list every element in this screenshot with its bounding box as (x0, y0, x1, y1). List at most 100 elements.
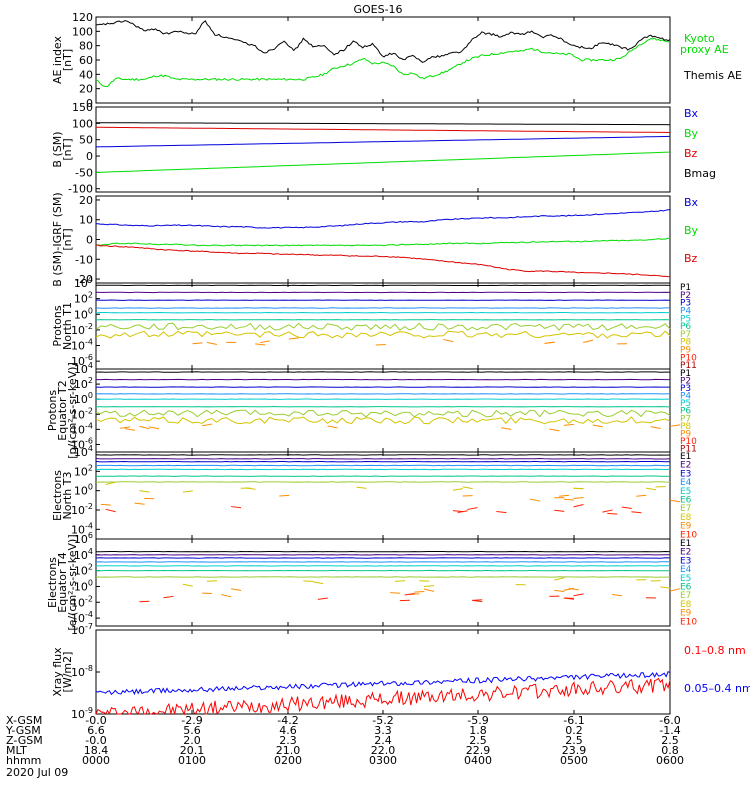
x-row-label-hhmm: hhmm (6, 754, 41, 767)
x-tick-label: 0500 (560, 754, 588, 767)
x-tick-label: 5.6 (183, 724, 201, 737)
y-tick-label: 100 (74, 578, 93, 593)
x-tick-label: 0.8 (661, 744, 679, 757)
series-e10-segment (602, 509, 613, 513)
series-e10-segment (404, 592, 415, 596)
legend-p8: P8 (680, 338, 691, 348)
legend-kyoto: Kyoto (684, 32, 715, 45)
x-row-label-y-gsm: Y-GSM (5, 724, 41, 737)
panel-frame (95, 106, 671, 193)
y-tick-label: 150 (72, 101, 93, 114)
series-e8-segment (395, 580, 406, 582)
panel-ee-ylabel-line-0: Electrons (46, 557, 59, 608)
series-xray-1 (95, 671, 671, 696)
series-e9-segment (390, 592, 401, 594)
series-e9-segment (669, 588, 681, 592)
series-e9-segment (563, 498, 574, 501)
y-tick-label: 102 (74, 291, 93, 306)
series-p9-segment (583, 339, 594, 343)
series-e9-segment (669, 499, 681, 503)
x-tick-label: 6.6 (87, 724, 105, 737)
y-tick-label: -50 (75, 166, 93, 179)
series-p9-segment (592, 424, 603, 428)
series-e9-segment (134, 502, 145, 505)
legend-e6: E6 (680, 496, 692, 506)
legend-p2: P2 (680, 291, 691, 301)
series-e10-segment (496, 511, 507, 514)
x-axis-table: X-GSM -0.0 -2.9 -4.2 -5.2 -5.9 -6.1 -6.0 Y-GSM 6.… (5, 714, 684, 779)
x-tick-label: 0.2 (565, 724, 583, 737)
series-e8-segment (182, 490, 193, 493)
legend-p1: P1 (680, 369, 691, 379)
y-tick-label: 10-2 (71, 594, 93, 609)
x-tick-label: 4.6 (279, 724, 297, 737)
series-e8-segment (554, 577, 565, 581)
series-e8-segment (105, 481, 116, 485)
y-tick-label: 100 (74, 483, 93, 498)
legend-bmag: Bmag (684, 167, 716, 180)
series-e9-segment (279, 494, 290, 497)
x-tick-label: -2.9 (181, 714, 202, 727)
y-tick-label: 100 (74, 391, 93, 406)
legend-e7: E7 (680, 504, 691, 514)
series-by (95, 237, 671, 247)
legend-p8: P8 (680, 422, 691, 432)
legend-e4: E4 (680, 565, 692, 575)
series-p9-segment (544, 341, 555, 344)
legend-p4: P4 (680, 306, 691, 316)
legend-xray-long: 0.1–0.8 nm (684, 644, 746, 657)
series-p7 (95, 409, 671, 418)
legend-p2: P2 (680, 377, 691, 387)
series-p9-segment (259, 340, 271, 344)
panel-bsm-ylabel-line-1: [nT] (61, 138, 74, 160)
panel-pn-ylabel-line-1: North T1 (61, 302, 74, 350)
panel-xray-ylabel-line-1: [W/m2] (61, 652, 74, 693)
series-e8-segment (356, 486, 367, 489)
series-p9-segment (650, 426, 661, 429)
legend-bz: Bz (684, 147, 698, 160)
x-tick-label: -0.0 (85, 734, 106, 747)
x-tick-label: -5.9 (467, 714, 488, 727)
y-tick-label: 106 (74, 531, 93, 546)
legend-bz: Bz (684, 252, 698, 265)
panel-bigrf: B (SM)-IGRF (SM)[nT] 20 10 0 -10 -20 Bx By Bz (51, 192, 699, 286)
series-e9-segment (100, 503, 111, 506)
x-tick-label: 22.9 (466, 744, 491, 757)
series-e10-segment (621, 506, 632, 509)
series-bx (96, 209, 671, 229)
x-tick-label: 2.4 (374, 734, 392, 747)
series-kyoto-proxy-ae (95, 37, 671, 87)
y-tick-label: 10-7 (71, 622, 93, 637)
series-e9-segment (554, 589, 565, 593)
series-e10-segment (472, 599, 483, 603)
series-e9-segment (530, 498, 541, 502)
x-tick-label: 21.0 (276, 744, 301, 757)
y-tick-label: 10-2 (71, 502, 93, 517)
panel-ae-ylabel-line-0: AE index (51, 35, 64, 84)
x-tick-label: 1.8 (469, 724, 487, 737)
x-tick-label: -4.2 (277, 714, 298, 727)
series-e10-segment (163, 595, 174, 599)
y-tick-label: 0 (86, 150, 93, 163)
series-e10-segment (554, 509, 565, 512)
panel-bigrf-ylabel-line-0: B (SM)-IGRF (SM) (51, 192, 64, 286)
y-tick-label: 104 (74, 275, 93, 290)
series-p9-segment (443, 338, 454, 343)
series-themis-ae (95, 20, 671, 63)
y-tick-label: 102 (74, 563, 93, 578)
series-e9-segment (230, 588, 242, 591)
series-p9-segment (139, 425, 150, 430)
series-e8-segment (139, 490, 150, 493)
legend-p9: P9 (680, 429, 691, 439)
series-p9-segment (192, 342, 203, 345)
x-tick-label: 0100 (178, 754, 206, 767)
legend-p3: P3 (680, 384, 691, 394)
x-tick-label: 2.3 (279, 734, 297, 747)
series-bz (96, 244, 671, 278)
series-by (95, 151, 671, 173)
legend-p4: P4 (680, 392, 691, 402)
series-e10-segment (573, 593, 584, 597)
x-tick-label: 0000 (82, 754, 110, 767)
panel-bigrf-ylabel-line-1: [nT] (61, 228, 74, 250)
